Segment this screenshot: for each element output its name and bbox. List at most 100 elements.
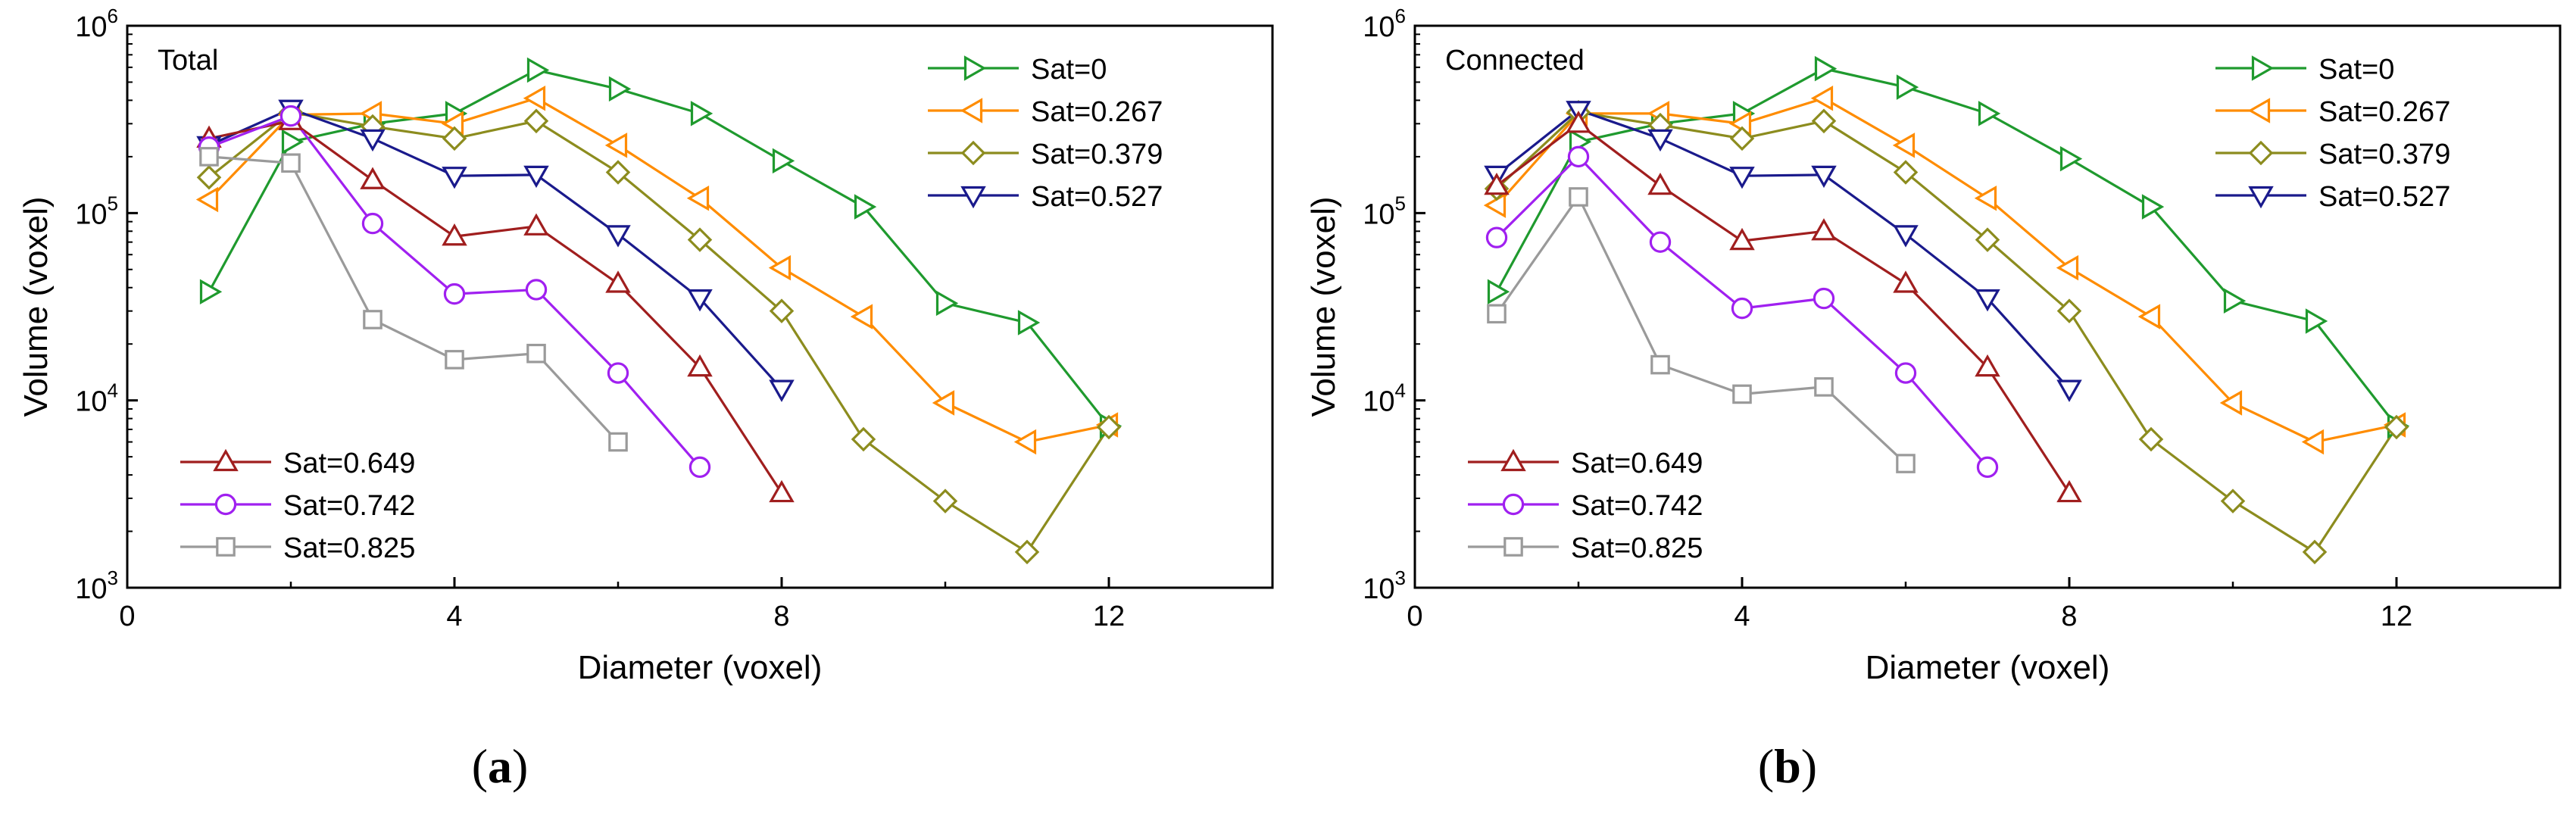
- total-series-sat-0-379: [208, 111, 1110, 554]
- connected-series-sat-0-point: [1814, 55, 1838, 82]
- connected-legend-marker-sat-0-527: [2248, 186, 2274, 209]
- connected-series-sat-0-379-point: [2138, 426, 2164, 452]
- connected-series-sat-0-527-markers: [1484, 101, 2082, 402]
- connected-series-sat-0-649-line: [1496, 122, 2071, 494]
- total-series-sat-0-825-point: [526, 343, 546, 364]
- total-y-axis-label: Volume (voxel): [17, 196, 55, 417]
- connected-y-tick-label: 104: [1363, 379, 1406, 418]
- total-legend-marker-sat-0-825: [216, 537, 236, 557]
- connected-legend-label-sat-0-649: Sat=0.649: [1571, 448, 1703, 479]
- connected-series-sat-0-742-point: [1649, 231, 1672, 253]
- total-series-sat-0-379-point: [1014, 539, 1040, 565]
- connected-x-tick-label: 4: [1734, 601, 1750, 632]
- connected-series-sat-0-527-point: [1893, 225, 1919, 248]
- total-series-sat-0-825: [208, 155, 620, 443]
- total-series-sat-0-742-point: [279, 105, 302, 127]
- connected-series-sat-0-267-point: [2056, 254, 2079, 281]
- connected-series-sat-0-649-point: [1647, 172, 1673, 195]
- total-series-sat-0-649-point: [687, 354, 713, 377]
- total-series-sat-0-point: [281, 129, 304, 155]
- connected-series-sat-0-649-point: [1729, 227, 1755, 251]
- total-series-sat-0-649: [208, 120, 783, 494]
- total-series-sat-0-379-point: [523, 108, 549, 134]
- panel-label-b: (b): [1757, 739, 1818, 793]
- connected-series-sat-0-742-point: [1813, 287, 1835, 310]
- total-series-sat-0-267-point: [768, 254, 792, 281]
- total-series-sat-0-527: [208, 108, 783, 390]
- connected-series-sat-0-825-markers: [1487, 187, 1916, 473]
- total-series-sat-0-649-point: [769, 479, 795, 503]
- total-legend-label-sat-0-527: Sat=0.527: [1031, 181, 1163, 213]
- connected-series-sat-0-527-point: [1811, 165, 1837, 189]
- panel-label-a: (a): [471, 739, 529, 793]
- connected-legend-marker-sat-0-649: [1500, 448, 1526, 472]
- connected-legend-label-sat-0-379: Sat=0.379: [2318, 139, 2450, 170]
- connected-x-tick-label: 0: [1407, 601, 1422, 632]
- connected-series-sat-0-379: [1495, 111, 2398, 554]
- connected-series-sat-0-825-point: [1896, 454, 1916, 473]
- connected-series-sat-0-267-point: [1483, 192, 1507, 218]
- connected-x-tick-label: 8: [2061, 601, 2077, 632]
- connected-legend-marker-sat-0-379: [2248, 140, 2274, 166]
- total-series-sat-0-267-point: [1013, 429, 1037, 455]
- total-series-sat-0-379-point: [1096, 414, 1122, 440]
- connected-legend-marker-sat-0-825: [1503, 537, 1523, 557]
- total-y-tick-label: 106: [75, 5, 118, 43]
- total-series-sat-0-527-line: [208, 108, 783, 390]
- total-series-sat-0-point: [935, 290, 959, 317]
- total-series-sat-0-267: [208, 97, 1110, 444]
- connected-series-sat-0-379-line: [1495, 111, 2398, 554]
- connected-series-sat-0-379-point: [2384, 414, 2409, 440]
- total-series-sat-0-379-point: [605, 160, 631, 185]
- connected-x-tick-label: 12: [2381, 601, 2412, 632]
- total-legend-marker-sat-0-267: [960, 98, 983, 123]
- connected-series-sat-0-379-point: [1893, 160, 1919, 185]
- connected-plot-frame: [1413, 24, 2562, 589]
- connected-series-sat-0-825-line: [1495, 195, 1907, 465]
- chart-svg-connected: 0 4 8 12 103 104 105 106 Diameter (voxel) Volume …: [1305, 5, 2562, 686]
- connected-series-sat-0-649-point: [2056, 479, 2082, 503]
- connected-series-sat-0-649-point: [1893, 270, 1919, 293]
- total-y-tick-label: 104: [75, 379, 118, 418]
- total-series-sat-0-649-point: [605, 270, 631, 293]
- connected-series-sat-0-379-point: [1729, 126, 1755, 151]
- chart-svg-total: 0 4 8 12 103 104 105 106 Diameter (voxel) Volume …: [17, 5, 1274, 686]
- connected-legend-marker-sat-0-267: [2247, 98, 2271, 123]
- connected-series-sat-0-379-point: [2302, 539, 2328, 565]
- connected-series-sat-0-527-line: [1496, 108, 2071, 390]
- connected-series-sat-0-825-point: [1814, 377, 1834, 397]
- connected-legend-marker-sat-0: [2251, 55, 2275, 81]
- connected-legend-marker-sat-0-742: [1502, 493, 1525, 516]
- connected-series-sat-0-267-point: [2301, 429, 2325, 455]
- connected-series-sat-0-649-point: [1811, 218, 1837, 241]
- total-series-sat-0-267-point: [686, 185, 710, 211]
- total-series-sat-0-825-point: [199, 147, 219, 167]
- total-series-sat-0-527-point: [769, 379, 795, 402]
- connected-series-sat-0-649-point: [1566, 111, 1591, 133]
- connected-series-sat-0-point: [1978, 101, 2001, 126]
- connected-series-sat-0-379-point: [2220, 488, 2246, 513]
- connected-legend-lower: Sat=0.649 Sat=0.742 Sat=0.825: [1468, 448, 1703, 564]
- total-x-axis-label: Diameter (voxel): [578, 649, 823, 686]
- total-legend-marker-sat-0-742: [214, 493, 237, 516]
- total-series-sat-0-527-point: [442, 167, 467, 189]
- connected-series-sat-0-point: [2059, 145, 2083, 172]
- connected-series-sat-0-267-point: [2219, 390, 2243, 416]
- total-series-sat-0-point: [199, 279, 223, 305]
- connected-series-sat-0-825: [1495, 195, 1907, 465]
- connected-series-sat-0-742-markers: [1485, 145, 1999, 479]
- total-series-sat-0-527-point: [360, 129, 386, 152]
- total-series-sat-0-742-point: [688, 456, 711, 479]
- total-series-sat-0-379-markers: [196, 100, 1122, 565]
- total-series-sat-0-point: [526, 57, 550, 83]
- total-series-sat-0-379-point: [687, 227, 713, 252]
- connected-series-sat-0-649-point: [1975, 354, 2000, 377]
- connected-legend-label-sat-0-527: Sat=0.527: [2318, 181, 2450, 213]
- connected-series-sat-0-742-point: [1894, 362, 1917, 384]
- connected-series-sat-0-649: [1496, 122, 2071, 494]
- total-series-sat-0-379-point: [851, 426, 876, 452]
- total-legend-label-sat-0-825: Sat=0.825: [283, 532, 415, 564]
- connected-x-axis-label: Diameter (voxel): [1866, 649, 2110, 686]
- total-series-sat-0-267-markers: [195, 86, 1119, 455]
- total-legend-lower: Sat=0.649 Sat=0.742 Sat=0.825: [180, 448, 415, 564]
